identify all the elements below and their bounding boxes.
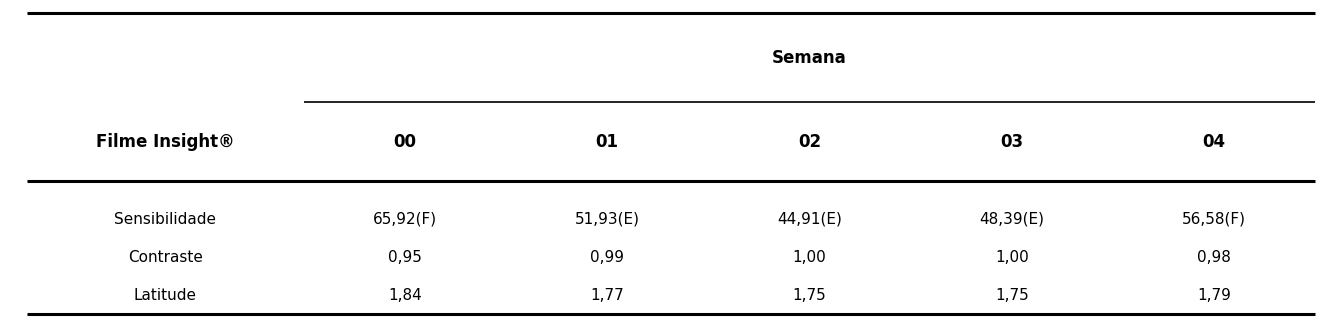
Text: 0,99: 0,99 (590, 250, 624, 265)
Text: 1,84: 1,84 (388, 289, 421, 303)
Text: 1,77: 1,77 (590, 289, 624, 303)
Text: 44,91(E): 44,91(E) (777, 212, 841, 227)
Text: 1,75: 1,75 (994, 289, 1028, 303)
Text: 1,79: 1,79 (1197, 289, 1231, 303)
Text: 02: 02 (798, 133, 821, 151)
Text: 01: 01 (596, 133, 619, 151)
Text: 56,58(F): 56,58(F) (1182, 212, 1245, 227)
Text: 00: 00 (393, 133, 416, 151)
Text: 1,00: 1,00 (793, 250, 827, 265)
Text: 51,93(E): 51,93(E) (574, 212, 640, 227)
Text: 04: 04 (1202, 133, 1225, 151)
Text: Latitude: Latitude (134, 289, 197, 303)
Text: 48,39(E): 48,39(E) (980, 212, 1044, 227)
Text: Semana: Semana (772, 49, 847, 67)
Text: 65,92(F): 65,92(F) (373, 212, 437, 227)
Text: Filme Insight®: Filme Insight® (97, 133, 235, 151)
Text: Contraste: Contraste (127, 250, 203, 265)
Text: Sensibilidade: Sensibilidade (114, 212, 216, 227)
Text: 0,95: 0,95 (388, 250, 421, 265)
Text: 03: 03 (1000, 133, 1024, 151)
Text: 1,75: 1,75 (793, 289, 827, 303)
Text: 0,98: 0,98 (1197, 250, 1231, 265)
Text: 1,00: 1,00 (994, 250, 1028, 265)
